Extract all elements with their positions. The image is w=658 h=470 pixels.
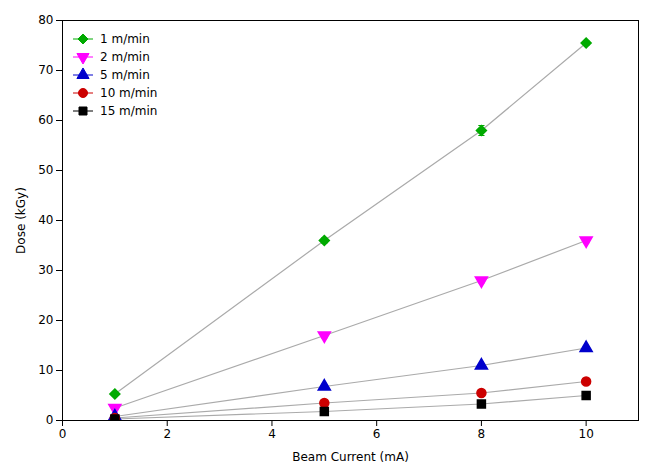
svg-text:Dose (kGy): Dose (kGy) [14,187,28,254]
svg-text:70: 70 [38,63,53,77]
svg-text:60: 60 [38,113,53,127]
svg-text:4: 4 [268,427,276,441]
html-text:15 m/min: 15 m/min [100,104,158,118]
svg-text:6: 6 [373,427,381,441]
svg-text:Beam Current (mA): Beam Current (mA) [292,450,409,464]
svg-text:10: 10 [578,427,593,441]
html-text:1 m/min: 1 m/min [100,32,150,46]
svg-text:0: 0 [46,413,54,427]
svg-text:50: 50 [38,163,53,177]
svg-text:8: 8 [478,427,486,441]
svg-text:10: 10 [38,363,53,377]
html-text:2 m/min: 2 m/min [100,50,150,64]
html-text:10 m/min: 10 m/min [100,86,158,100]
svg-text:30: 30 [38,263,53,277]
svg-text:2: 2 [163,427,171,441]
html-text:5 m/min: 5 m/min [100,68,150,82]
svg-text:80: 80 [38,13,53,27]
svg-text:20: 20 [38,313,53,327]
svg-text:40: 40 [38,213,53,227]
svg-text:0: 0 [59,427,67,441]
